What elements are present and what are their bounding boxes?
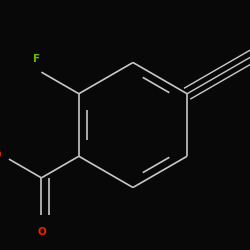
Text: HO: HO: [0, 150, 2, 160]
Text: F: F: [33, 54, 40, 64]
Text: O: O: [37, 227, 46, 237]
